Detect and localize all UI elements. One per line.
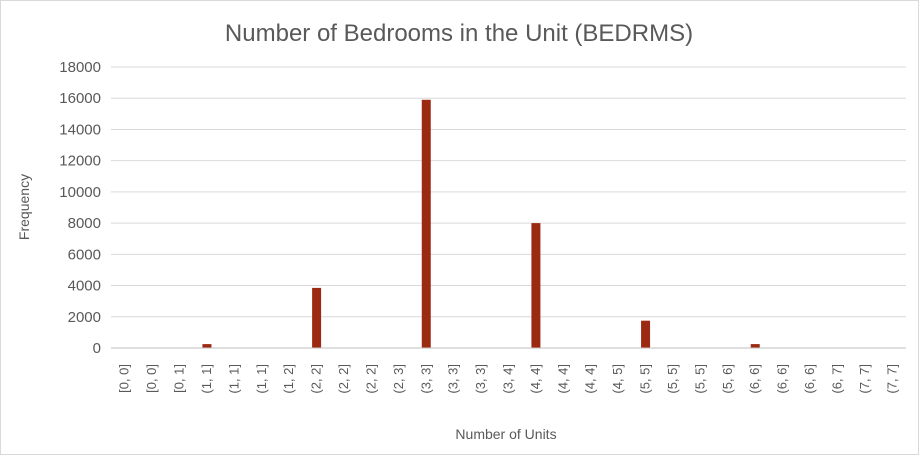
y-tick-labels: 0 2000 4000 6000 8000 10000 12000 14000 16000 180… <box>59 59 101 357</box>
gridlines <box>111 66 906 318</box>
bar <box>531 223 541 348</box>
y-tick-label: 14000 <box>59 121 101 138</box>
x-tick-label: (2, 3] <box>391 364 406 394</box>
x-tick-label: (3, 3] <box>446 364 461 394</box>
x-tick-label: (2, 2] <box>363 364 378 394</box>
bars <box>202 99 760 349</box>
y-tick-label: 12000 <box>59 153 101 170</box>
x-tick-label: (7, 7] <box>884 364 899 394</box>
y-tick-label: 0 <box>93 340 101 357</box>
y-tick-label: 18000 <box>59 59 101 76</box>
x-tick-label: (4, 5] <box>610 364 625 394</box>
x-tick-label: (6, 6] <box>775 364 790 394</box>
x-tick-label: (5, 5] <box>692 364 707 394</box>
x-tick-label: [0, 0] <box>144 364 159 393</box>
x-tick-label: (4, 4] <box>555 364 570 394</box>
x-tick-label: (1, 2] <box>281 364 296 394</box>
y-tick-label: 10000 <box>59 184 101 201</box>
x-tick-label: (4, 4] <box>583 364 598 394</box>
x-tick-label: (2, 2] <box>336 364 351 394</box>
y-tick-label: 16000 <box>59 90 101 107</box>
x-tick-label: (7, 7] <box>857 364 872 394</box>
x-tick-label: (3, 3] <box>473 364 488 394</box>
x-tick-label: (2, 2] <box>309 364 324 394</box>
x-tick-label: (4, 4] <box>528 364 543 394</box>
y-tick-label: 2000 <box>68 309 101 326</box>
x-tick-label: (6, 6] <box>747 364 762 394</box>
y-tick-label: 8000 <box>68 215 101 232</box>
bar <box>641 320 651 348</box>
x-axis-title: Number of Units <box>455 426 556 442</box>
x-tick-labels: [0, 0] [0, 0] [0, 1] (1, 1] (1, 1] (1, 1] (1, … <box>117 364 900 394</box>
x-tick-label: [0, 1] <box>172 364 187 393</box>
x-tick-label: (6, 7] <box>829 364 844 394</box>
x-tick-label: (1, 1] <box>254 364 269 394</box>
bar <box>202 344 212 348</box>
y-tick-label: 4000 <box>68 278 101 295</box>
x-tick-label: (5, 5] <box>638 364 653 394</box>
x-tick-label: [0, 0] <box>117 364 132 393</box>
x-tick-label: (3, 4] <box>501 364 516 394</box>
bar <box>421 99 431 349</box>
x-tick-label: (6, 6] <box>802 364 817 394</box>
bar <box>312 287 322 348</box>
chart-title: Number of Bedrooms in the Unit (BEDRMS) <box>225 20 693 47</box>
bar <box>750 344 760 348</box>
x-tick-label: (1, 1] <box>226 364 241 394</box>
y-axis-title: Frequency <box>16 174 32 240</box>
y-tick-label: 6000 <box>68 246 101 263</box>
x-tick-label: (5, 5] <box>665 364 680 394</box>
x-tick-label: (5, 6] <box>720 364 735 394</box>
x-tick-label: (1, 1] <box>199 364 214 394</box>
x-tick-label: (3, 3] <box>418 364 433 394</box>
